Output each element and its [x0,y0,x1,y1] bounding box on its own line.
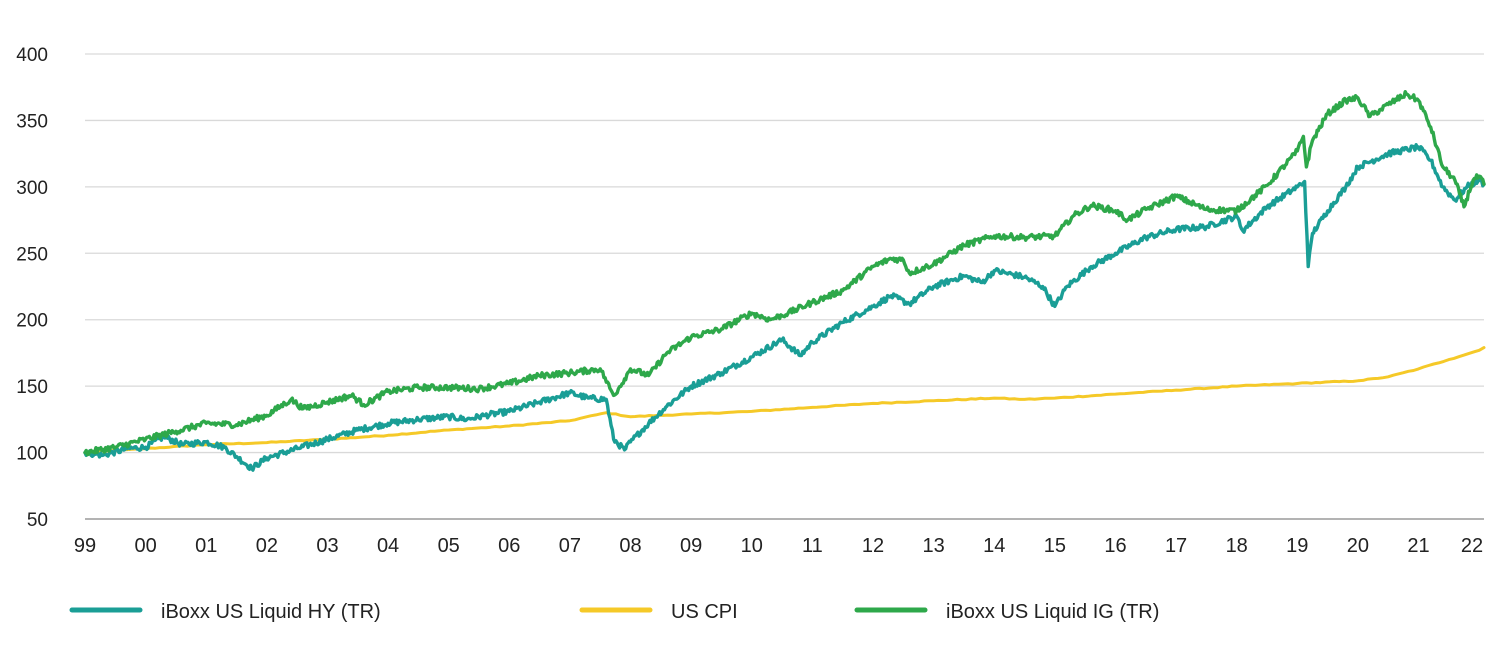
series-line-iboxx-us-liquid-ig-tr [83,90,1486,457]
x-tick-label-05: 05 [438,535,460,557]
y-tick-label-300: 300 [16,178,48,199]
legend-item-us-cpi: US CPI [579,601,738,623]
x-tick-label-22: 22 [1461,535,1483,557]
y-tick-label-150: 150 [16,377,48,398]
x-tick-label-09: 09 [680,535,702,557]
legend-item-iboxx-us-liquid-ig-tr: iBoxx US Liquid IG (TR) [854,601,1159,623]
series-lines [83,90,1486,472]
x-tick-label-21: 21 [1407,535,1429,557]
y-tick-label-250: 250 [16,244,48,265]
x-tick-label-16: 16 [1104,535,1126,557]
x-tick-label-01: 01 [195,535,217,557]
x-tick-label-10: 10 [741,535,763,557]
x-tick-label-20: 20 [1347,535,1369,557]
x-tick-label-02: 02 [256,535,278,557]
y-tick-label-200: 200 [16,311,48,332]
gridlines [85,53,1484,520]
legend-item-iboxx-us-liquid-hy-tr: iBoxx US Liquid HY (TR) [69,601,381,623]
x-tick-label-07: 07 [559,535,581,557]
x-tick-label-12: 12 [862,535,884,557]
x-tick-label-13: 13 [922,535,944,557]
x-axis-ticks: 99 00 01 02 03 04 05 06 07 08 09 10 11 12 13 14 15 16 17 18… [74,535,1483,557]
x-tick-label-19: 19 [1286,535,1308,557]
y-tick-label-50: 50 [27,510,48,531]
x-tick-label-17: 17 [1165,535,1187,557]
x-tick-label-06: 06 [498,535,520,557]
x-tick-label-03: 03 [316,535,338,557]
legend-label-us-cpi: US CPI [671,601,738,623]
x-tick-label-18: 18 [1226,535,1248,557]
y-tick-label-350: 350 [16,111,48,132]
x-tick-label-14: 14 [983,535,1005,557]
x-tick-label-08: 08 [619,535,641,557]
y-axis-ticks: 50 100 150 200 250 300 350 400 [16,45,48,531]
x-tick-label-00: 00 [134,535,156,557]
legend-label-iboxx-us-liquid-ig-tr: iBoxx US Liquid IG (TR) [946,601,1159,623]
x-tick-label-99: 99 [74,535,96,557]
x-tick-label-15: 15 [1044,535,1066,557]
x-tick-label-11: 11 [802,535,823,557]
legend-label-iboxx-us-liquid-hy-tr: iBoxx US Liquid HY (TR) [161,601,381,623]
y-tick-label-100: 100 [16,444,48,465]
legend: iBoxx US Liquid HY (TR) US CPI iBoxx US Li… [69,601,1159,623]
series-line-iboxx-us-liquid-hy-tr [83,143,1486,472]
x-tick-label-04: 04 [377,535,399,557]
y-tick-label-400: 400 [16,45,48,66]
